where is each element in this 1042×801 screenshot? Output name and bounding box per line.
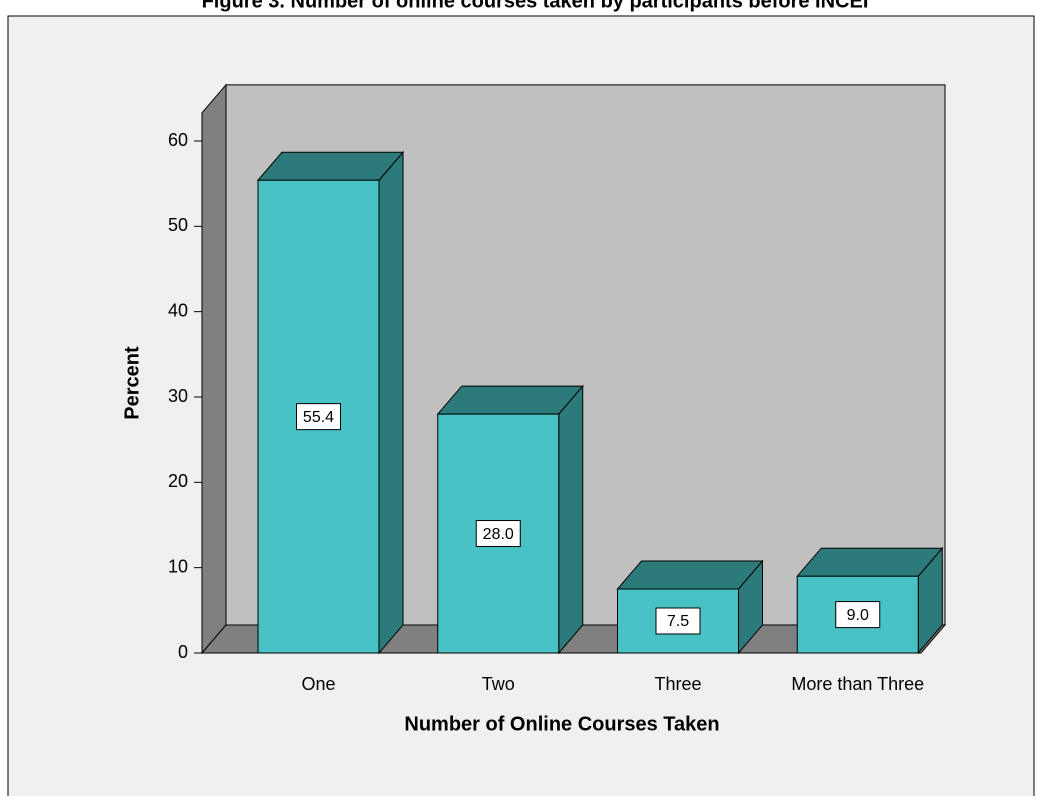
bar [616, 559, 764, 655]
chart-title: Figure 3. Number of online courses taken… [202, 0, 869, 12]
x-tick-label: Two [482, 674, 515, 694]
y-tick-label: 0 [178, 642, 188, 662]
bar-side [558, 384, 584, 655]
value-label-box [655, 607, 701, 635]
left-wall [201, 83, 227, 655]
x-axis-label: Number of Online Courses Taken [404, 713, 719, 735]
x-tick-label: More than Three [791, 674, 924, 694]
y-tick-label: 50 [168, 215, 188, 235]
value-label: 55.4 [303, 409, 334, 426]
value-label-box [835, 601, 881, 629]
bar-top [256, 151, 405, 181]
value-label: 7.5 [667, 613, 689, 630]
value-label: 9.0 [847, 607, 869, 624]
y-tick-label: 40 [168, 300, 188, 320]
bar [796, 546, 944, 655]
bar-top [616, 560, 764, 590]
x-tick-label: Three [654, 674, 701, 694]
x-tick-label: One [301, 674, 335, 694]
y-tick-label: 10 [168, 556, 188, 576]
bar [256, 150, 405, 655]
value-label-box [475, 520, 521, 548]
bar-top [436, 385, 584, 415]
bar [436, 384, 584, 655]
y-tick-label: 20 [168, 471, 188, 491]
y-tick-label: 30 [168, 386, 188, 406]
bar-side [378, 150, 404, 655]
value-label-box [296, 403, 341, 431]
value-label: 28.0 [483, 526, 514, 543]
y-tick-label: 60 [168, 130, 188, 150]
y-axis-label: Percent [121, 346, 143, 420]
bar-top [796, 547, 944, 577]
